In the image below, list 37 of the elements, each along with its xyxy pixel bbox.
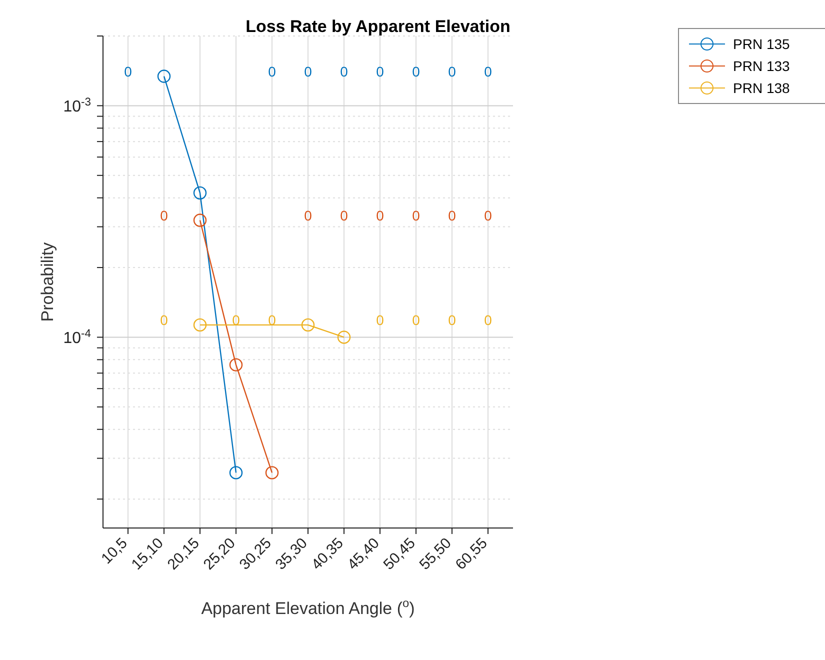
legend-label: PRN 135	[733, 36, 790, 52]
point	[337, 330, 351, 344]
text: 0	[376, 207, 384, 224]
text: 0	[304, 207, 312, 224]
point	[265, 466, 279, 480]
y-axis-title: Probability	[38, 242, 57, 322]
text: 0	[160, 312, 168, 328]
text: 0	[484, 63, 492, 80]
y-tick-label: 10$^{-3}$	[63, 96, 91, 116]
point	[157, 70, 171, 83]
point	[301, 318, 315, 332]
text: 0	[376, 312, 384, 328]
text: 0	[124, 63, 132, 80]
text: 0	[160, 207, 168, 224]
text: 0	[268, 63, 276, 80]
text: 0	[412, 312, 420, 328]
point	[229, 358, 243, 372]
legend-label: PRN 138	[733, 80, 790, 96]
y-tick-label: 10$^{-4}$	[63, 328, 91, 348]
legend-label: PRN 133	[733, 58, 790, 74]
text: 0	[412, 207, 420, 224]
text: 0	[448, 312, 456, 328]
text: 0	[340, 207, 348, 224]
text: 0	[484, 207, 492, 224]
text: 0	[448, 63, 456, 80]
point	[193, 318, 207, 332]
point	[193, 214, 207, 227]
chart-title: Loss Rate by Apparent Elevation	[246, 17, 510, 36]
x-axis-title: Apparent Elevation Angle ($^{o}$)	[201, 596, 415, 618]
point	[229, 466, 243, 480]
text: 0	[448, 207, 456, 224]
text: 0	[376, 63, 384, 80]
text: 0	[304, 63, 312, 80]
text: 0	[340, 63, 348, 80]
text: 0	[412, 63, 420, 80]
text: 0	[484, 312, 492, 328]
point	[193, 186, 207, 200]
